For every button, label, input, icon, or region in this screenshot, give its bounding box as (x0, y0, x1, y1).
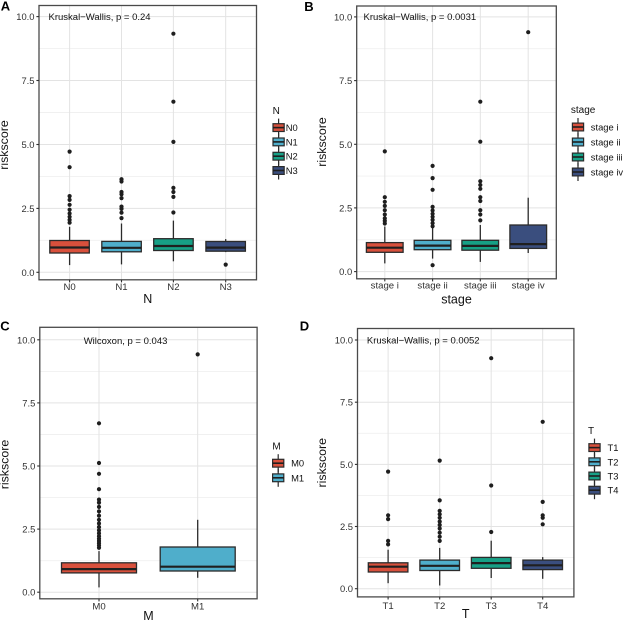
svg-text:T2: T2 (434, 601, 445, 612)
svg-text:0.0: 0.0 (340, 583, 353, 594)
svg-text:10.0: 10.0 (335, 335, 353, 346)
svg-text:10.0: 10.0 (334, 11, 352, 22)
svg-text:T4: T4 (537, 601, 549, 612)
svg-text:stage ii: stage ii (417, 280, 447, 291)
svg-text:stage ii: stage ii (591, 137, 621, 148)
svg-text:B: B (304, 0, 313, 14)
svg-text:T4: T4 (608, 485, 619, 496)
svg-text:Wilcoxon, p = 0.043: Wilcoxon, p = 0.043 (84, 336, 168, 347)
svg-text:5.0: 5.0 (21, 139, 34, 150)
svg-text:5.0: 5.0 (22, 461, 35, 472)
svg-text:riskscore: riskscore (315, 117, 329, 167)
svg-text:2.5: 2.5 (339, 202, 352, 213)
svg-text:N0: N0 (63, 282, 75, 293)
svg-text:M: M (143, 609, 153, 623)
svg-text:stage iv: stage iv (591, 167, 624, 178)
svg-text:stage iii: stage iii (464, 280, 497, 291)
svg-text:D: D (300, 318, 309, 333)
svg-text:stage iv: stage iv (512, 280, 545, 291)
svg-text:2.5: 2.5 (21, 203, 34, 214)
svg-text:10.0: 10.0 (16, 11, 34, 22)
svg-text:0.0: 0.0 (22, 587, 35, 598)
svg-text:M0: M0 (291, 458, 304, 469)
svg-text:stage i: stage i (371, 280, 399, 291)
svg-text:Kruskal−Wallis, p = 0.24: Kruskal−Wallis, p = 0.24 (49, 12, 151, 23)
svg-text:T1: T1 (608, 442, 619, 453)
svg-text:N1: N1 (115, 282, 127, 293)
svg-text:7.5: 7.5 (339, 75, 352, 86)
svg-text:stage i: stage i (591, 122, 619, 133)
svg-text:riskscore: riskscore (0, 120, 11, 170)
svg-text:M0: M0 (92, 602, 105, 613)
svg-text:stage iii: stage iii (591, 152, 623, 163)
svg-text:7.5: 7.5 (340, 397, 353, 408)
svg-text:riskscore: riskscore (0, 440, 11, 490)
svg-text:C: C (0, 319, 10, 334)
svg-text:A: A (1, 0, 11, 14)
svg-text:T3: T3 (486, 601, 497, 612)
svg-text:N2: N2 (167, 282, 179, 293)
svg-text:Kruskal−Wallis, p = 0.0052: Kruskal−Wallis, p = 0.0052 (367, 336, 480, 347)
svg-text:stage: stage (571, 105, 596, 116)
svg-text:T2: T2 (608, 456, 619, 467)
svg-text:riskscore: riskscore (315, 438, 329, 488)
svg-text:T: T (588, 426, 594, 437)
svg-text:T: T (462, 607, 470, 621)
svg-text:N: N (143, 292, 152, 306)
svg-text:N3: N3 (286, 165, 298, 176)
svg-text:2.5: 2.5 (340, 521, 353, 532)
svg-text:5.0: 5.0 (339, 139, 352, 150)
svg-text:N1: N1 (286, 136, 298, 147)
svg-text:2.5: 2.5 (22, 524, 35, 535)
svg-text:Kruskal−Wallis, p = 0.0031: Kruskal−Wallis, p = 0.0031 (364, 12, 477, 23)
svg-text:M: M (272, 441, 280, 452)
svg-text:N2: N2 (286, 151, 298, 162)
svg-text:5.0: 5.0 (340, 459, 353, 470)
svg-text:7.5: 7.5 (22, 397, 35, 408)
svg-text:10.0: 10.0 (17, 334, 35, 345)
svg-text:M1: M1 (191, 602, 204, 613)
svg-text:0.0: 0.0 (339, 266, 352, 277)
svg-text:stage: stage (441, 293, 472, 307)
svg-text:N: N (273, 106, 280, 117)
svg-text:0.0: 0.0 (21, 267, 34, 278)
svg-text:N3: N3 (220, 282, 232, 293)
svg-text:N0: N0 (286, 122, 298, 133)
svg-text:T3: T3 (608, 471, 619, 482)
svg-text:M1: M1 (291, 472, 304, 483)
svg-text:7.5: 7.5 (21, 75, 34, 86)
svg-text:T1: T1 (382, 601, 393, 612)
